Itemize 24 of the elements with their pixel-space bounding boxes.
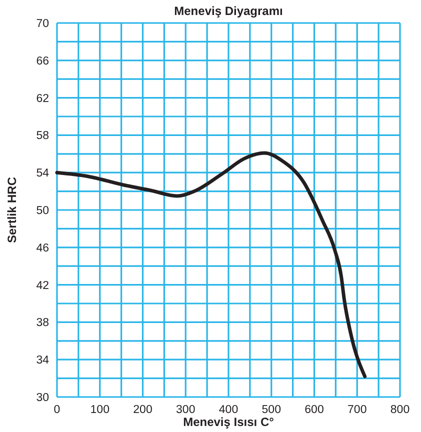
- x-axis-title: Meneviş Isısı C°: [183, 415, 274, 429]
- y-tick-label: 70: [36, 18, 49, 30]
- x-tick-label: 400: [218, 404, 238, 416]
- y-tick-label: 54: [36, 168, 50, 180]
- x-tick-label: 500: [262, 404, 281, 416]
- x-tick-label: 300: [176, 404, 196, 416]
- x-tick-label: 600: [304, 404, 324, 416]
- x-tick-label: 200: [133, 404, 152, 416]
- y-tick-label: 38: [36, 317, 49, 330]
- y-tick-label: 66: [36, 55, 49, 68]
- y-tick-label: 30: [36, 392, 49, 404]
- x-tick-label: 0: [54, 404, 60, 416]
- chart-title: Meneviş Diyagramı: [174, 4, 283, 18]
- y-tick-label: 62: [36, 92, 49, 105]
- x-tick-label: 100: [90, 404, 110, 416]
- y-tick-label: 34: [36, 354, 50, 367]
- y-tick-label: 58: [36, 130, 49, 142]
- x-tick-label: 700: [348, 404, 367, 416]
- line-series: [55, 151, 367, 378]
- x-tick-label: 800: [390, 404, 410, 416]
- y-tick-label: 46: [36, 242, 49, 254]
- y-tick-label: 50: [36, 205, 49, 218]
- y-axis-title: Sertlik HRC: [5, 176, 19, 244]
- y-tick-label: 42: [36, 280, 49, 292]
